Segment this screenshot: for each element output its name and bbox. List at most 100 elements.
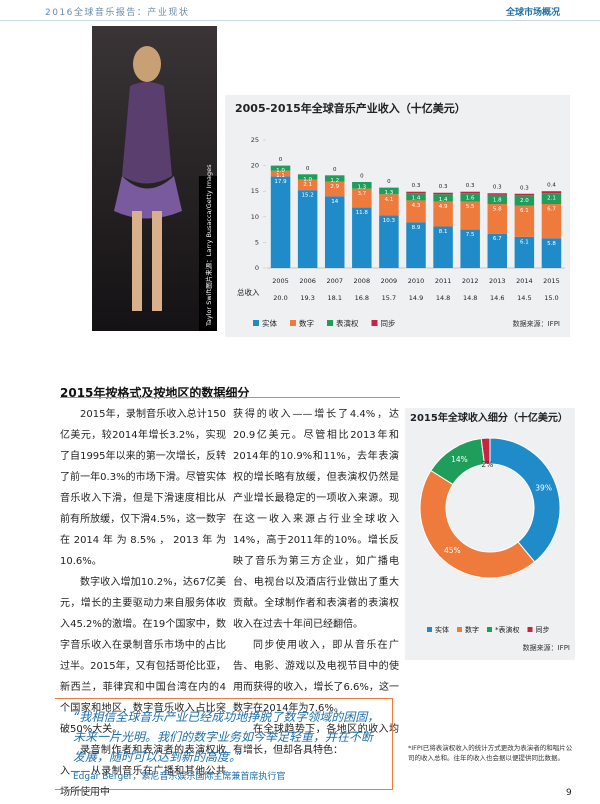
data-label: 11.8 — [356, 210, 369, 216]
bar-segment — [460, 191, 480, 194]
bar-segment — [433, 192, 453, 195]
data-label: 8.9 — [412, 225, 421, 231]
data-label: 5.8 — [493, 207, 502, 213]
legend-swatch — [457, 627, 462, 632]
data-label: 0.4 — [547, 183, 556, 189]
data-label: 2% — [481, 460, 493, 469]
legend-label: 同步 — [536, 626, 550, 634]
data-label: 0 — [360, 173, 364, 179]
bar-segment — [541, 204, 562, 239]
paragraph: 数字收入增加10.2%，达67亿美元，增长的主要驱动力来自服务体收入45.2%的… — [60, 577, 226, 735]
bar-segment — [541, 193, 562, 204]
legend-swatch — [487, 627, 492, 632]
total-value: 14.9 — [409, 294, 423, 302]
data-label: 8.1 — [439, 229, 448, 235]
legend-label: 实体 — [262, 318, 277, 328]
data-label: 6.1 — [520, 208, 529, 214]
total-value: 20.0 — [273, 294, 287, 302]
source: 数据来源：IFPI — [523, 643, 570, 652]
bar-segment — [324, 181, 345, 197]
data-label: 39% — [535, 484, 552, 493]
total-value: 14.5 — [517, 294, 531, 302]
data-label: 6.7 — [493, 236, 502, 242]
data-label: 0.3 — [439, 184, 448, 190]
paragraph: 在全球趋势下，各地区的收入均有增长，但却各具特色： — [233, 724, 399, 756]
bar-segment — [379, 187, 399, 195]
text-column: 获得的收入——增长了4.4%，达20.9亿美元。尽管相比2013年和2014年的… — [233, 404, 399, 761]
total-value: 14.6 — [490, 294, 504, 302]
data-label: 1.8 — [493, 197, 502, 203]
data-label: 0.3 — [493, 185, 502, 191]
legend-swatch — [527, 627, 533, 632]
donut-slice — [419, 469, 536, 579]
total-value: 15.0 — [544, 294, 558, 302]
y-tick-label: 25 — [251, 136, 259, 144]
x-tick-label: 2012 — [462, 277, 479, 285]
bar-segment — [487, 193, 508, 195]
bar-segment — [433, 201, 453, 227]
data-label: 1.3 — [385, 190, 394, 196]
x-tick-label: 2008 — [354, 277, 371, 285]
bar-segment — [487, 194, 508, 204]
quote-box: “我相信全球音乐产业已经成功地挣脱了数字领域的困固，未来一片光明。我们的数字业务… — [55, 698, 393, 790]
bar-segment — [487, 233, 508, 268]
bar-segment — [324, 175, 345, 182]
total-value: 19.3 — [300, 294, 314, 302]
page-number: 9 — [566, 788, 572, 798]
data-label: 6.7 — [547, 207, 556, 213]
data-label: 4.9 — [439, 204, 448, 210]
paragraph: 同步使用收入，即从音乐在广告、电影、游戏以及电视节目中的使用而获得的收入，增长了… — [233, 640, 399, 714]
total-value: 18.1 — [327, 294, 341, 302]
total-value: 14.8 — [436, 294, 450, 302]
data-label: 2.1 — [303, 182, 312, 188]
bar-segment — [514, 195, 535, 206]
data-label: 0 — [333, 167, 337, 173]
data-label: 4.1 — [385, 197, 394, 203]
bar-chart: 2005-2015年全球音乐产业收入（十亿美元） 总收入 数据来源：IFPI 0… — [225, 95, 570, 337]
data-label: 7.5 — [466, 232, 475, 238]
x-tick-label: 2013 — [489, 277, 506, 285]
text-column: 2015年，录制音乐收入总计150亿美元，较2014年增长3.2%，实现了自19… — [60, 404, 226, 803]
data-label: 5.8 — [547, 241, 556, 247]
total-value: 14.8 — [463, 294, 477, 302]
header-rule — [0, 20, 600, 21]
legend-swatch — [327, 320, 333, 326]
bar-segment — [406, 222, 426, 268]
data-label: 17.9 — [274, 179, 287, 185]
data-label: 0.3 — [520, 185, 529, 191]
bar-segment — [406, 193, 426, 201]
bar-segment — [297, 190, 318, 268]
donut-slice — [489, 437, 561, 563]
x-tick-label: 2009 — [381, 277, 398, 285]
legend-label: 数字 — [465, 625, 479, 634]
data-label: 2.1 — [547, 196, 556, 202]
bar-segment — [487, 204, 508, 234]
bar-segment — [514, 236, 535, 268]
quote-attribution: Edgar Berger，索尼音乐娱乐国际主席兼首席执行官 — [73, 772, 286, 782]
footnote: *IFPI已将表演权收入的统计方式更改为表演者的和唱片公司的收入总和。往年的收入… — [408, 744, 573, 762]
chart-title: 2015年全球收入细分（十亿美元） — [410, 411, 568, 424]
bar-segment — [514, 205, 535, 237]
photo-caption: Taylor Swift图片来源：Larry Busacca/Getty Ima… — [204, 164, 213, 327]
heading-rule — [60, 397, 400, 398]
bar-segment — [352, 207, 372, 268]
total-value: 15.7 — [382, 294, 396, 302]
legend-label: 实体 — [435, 625, 449, 634]
bar-segment — [541, 191, 562, 194]
data-label: 1.0 — [276, 168, 285, 174]
data-label: 1.3 — [357, 184, 366, 190]
bar-segment — [270, 176, 291, 268]
data-label: 1.1 — [276, 173, 285, 179]
photo: Taylor Swift图片来源：Larry Busacca/Getty Ima… — [92, 26, 217, 331]
header-title: 2016全球音乐报告：产业现状 — [45, 8, 190, 18]
data-label: 14% — [451, 455, 468, 464]
y-tick-label: 0 — [255, 264, 259, 272]
data-label: 2.0 — [520, 198, 529, 204]
legend-label: *表演权 — [495, 625, 520, 634]
paragraph: 获得的收入——增长了4.4%，达20.9亿美元。尽管相比2013年和2014年的… — [233, 409, 399, 630]
data-label: 1.0 — [303, 177, 312, 183]
data-label: 4.3 — [412, 203, 421, 209]
section-heading: 2015年按格式及按地区的数据细分 — [60, 386, 250, 400]
bar-segment — [297, 179, 318, 191]
legend-swatch — [290, 320, 296, 326]
